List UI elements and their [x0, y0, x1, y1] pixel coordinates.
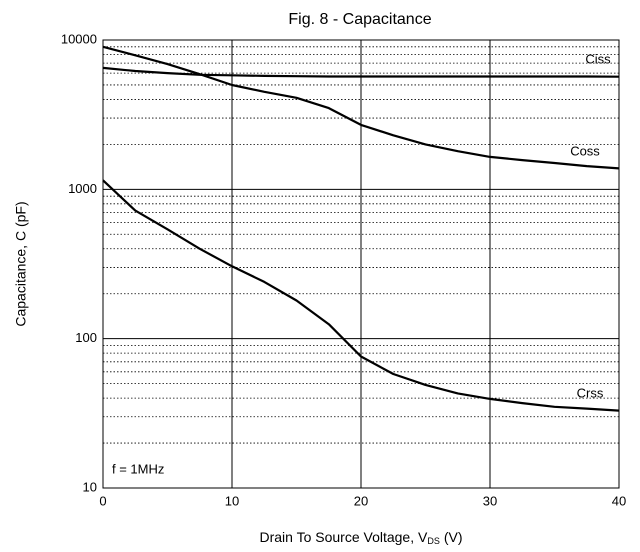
y-tick-label: 10000 [61, 31, 97, 46]
series-line [102, 66, 620, 78]
x-tick-label: 40 [612, 493, 626, 508]
series-line [102, 45, 620, 170]
series-label: Crss [577, 385, 604, 400]
x-tick-label: 0 [99, 493, 106, 508]
x-tick-label: 10 [225, 493, 239, 508]
x-tick-label: 30 [483, 493, 497, 508]
x-axis-label-unit: (V) [444, 529, 463, 545]
series-line [102, 179, 620, 412]
x-axis-label: Drain To Source Voltage, VDS (V) [259, 529, 462, 547]
y-tick-label: 1000 [68, 181, 97, 196]
x-tick-label: 20 [354, 493, 368, 508]
chart-title: Fig. 8 - Capacitance [288, 11, 431, 28]
x-axis-label-sub: DS [427, 536, 440, 546]
y-tick-label: 100 [75, 330, 97, 345]
y-tick-label: 10 [83, 479, 97, 494]
series-label: Ciss [585, 51, 611, 66]
annotation: f = 1MHz [112, 461, 164, 476]
y-axis-label: Capacitance, C (pF) [13, 201, 29, 326]
series-label: Coss [570, 143, 600, 158]
plot-frame [102, 39, 620, 489]
x-axis-label-main: Drain To Source Voltage, V [259, 529, 428, 545]
